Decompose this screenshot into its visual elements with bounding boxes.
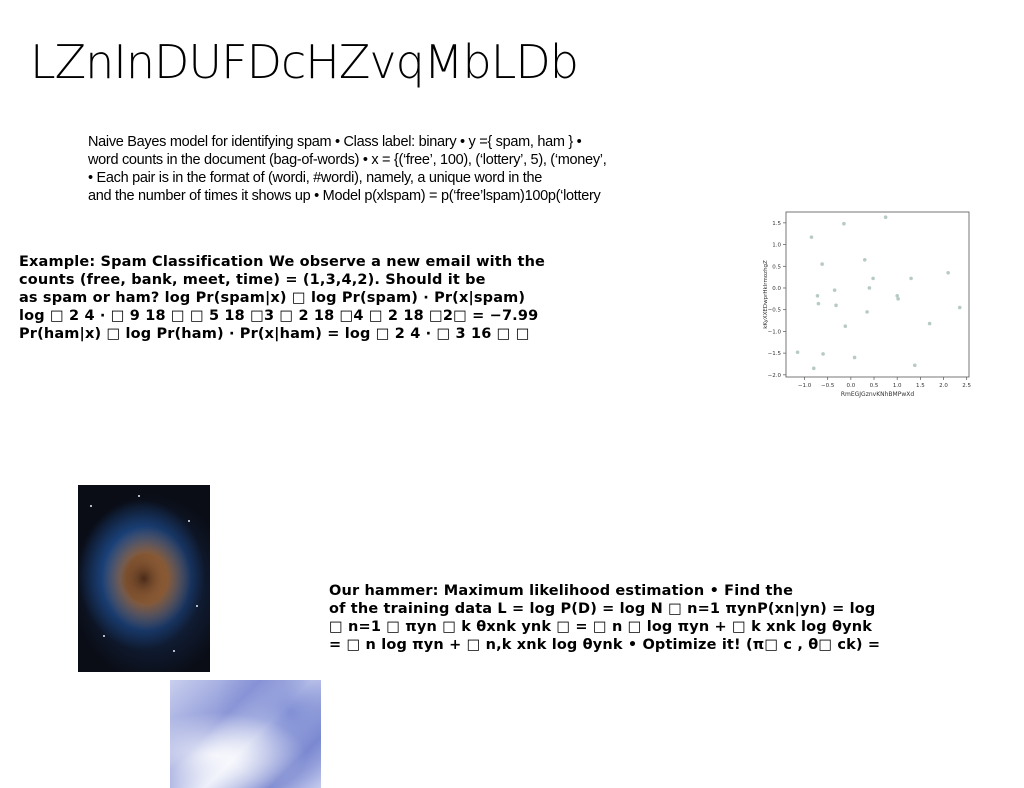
scatter-point (867, 286, 872, 290)
spam-example-text: Example: Spam Classification We observe … (19, 253, 599, 343)
y-tick-label: 0.0 (772, 286, 781, 292)
scatter-point (795, 350, 800, 355)
scatter-point (895, 294, 899, 298)
scatter-point (871, 276, 875, 281)
x-tick-label: −1.0 (798, 383, 812, 389)
scatter-point (883, 215, 888, 220)
scatter-point (852, 355, 857, 360)
text-line: of the training data L = log P(D) = log … (329, 601, 876, 617)
x-axis-label: RmEGJGznvKNhBMPwXd (841, 391, 915, 398)
plot-frame (785, 211, 970, 378)
text-line: = □ n log πyn + □ n,k xnk log θynk • Opt… (329, 637, 881, 653)
mle-text: Our hammer: Maximum likelihood estimatio… (329, 582, 929, 654)
text-line: • Each pair is in the format of (wordi, … (88, 170, 542, 186)
x-tick-label: −0.5 (821, 383, 835, 389)
text-line: and the number of times it shows up • Mo… (88, 188, 601, 204)
scatter-point (862, 257, 867, 262)
x-tick-label: 1.5 (916, 383, 925, 389)
y-tick-label: −0.5 (768, 308, 782, 314)
x-tick-label: 1.0 (893, 383, 902, 389)
abstract-image (170, 680, 321, 788)
x-tick-label: 2.0 (939, 383, 948, 389)
scatter-point (832, 288, 837, 292)
y-tick-label: −1.5 (768, 351, 782, 357)
y-tick-label: −2.0 (768, 373, 782, 379)
scatter-point (912, 363, 917, 368)
scatter-point (909, 276, 913, 281)
scatter-point (896, 297, 900, 301)
text-line: as spam or ham? log Pr(spam|x) □ log Pr(… (19, 290, 526, 306)
x-tick-label: 0.0 (846, 383, 855, 389)
text-line: word counts in the document (bag-of-word… (88, 152, 607, 168)
scatter-point (811, 366, 816, 371)
scatter-point (843, 324, 848, 328)
scatter-point (946, 270, 950, 275)
scatter-chart: −1.0 −0.5 0.0 0.5 1.0 1.5 2.0 2.5 1.5 1.0 0.5 0.0 −0… (763, 211, 972, 398)
scatter-point (834, 303, 838, 308)
page-title: LZnInDUFDcHZvqMbLDb (30, 35, 579, 89)
text-line: counts (free, bank, meet, time) = (1,3,4… (19, 272, 486, 288)
scatter-point (842, 221, 846, 226)
text-line: Example: Spam Classification We observe … (19, 254, 546, 270)
text-line: log □ 2 4 · □ 9 18 □ □ 5 18 □3 □ 2 18 □4… (19, 308, 539, 324)
scatter-point (927, 321, 932, 326)
x-tick-label: 0.5 (870, 383, 879, 389)
y-tick-label: 1.5 (772, 221, 781, 227)
y-axis-label: kKyXXEDwprHkIrmozhgZ (763, 260, 769, 329)
y-tick-label: 0.5 (772, 264, 781, 270)
scatter-point (815, 294, 820, 298)
scatter-point (865, 310, 869, 314)
y-tick-label: −1.0 (768, 329, 782, 335)
scatter-point (809, 235, 814, 239)
scatter-point (821, 352, 825, 356)
nebula-image (78, 485, 210, 672)
scatter-point (820, 262, 824, 266)
text-line: Our hammer: Maximum likelihood estimatio… (329, 583, 794, 599)
scatter-point (957, 305, 962, 310)
y-tick-label: 1.0 (772, 243, 781, 249)
x-tick-label: 2.5 (962, 383, 971, 389)
scatter-point (816, 301, 821, 306)
text-line: Pr(ham|x) □ log Pr(ham) · Pr(x|ham) = lo… (19, 326, 530, 342)
text-line: Naive Bayes model for identifying spam •… (88, 134, 582, 150)
naive-bayes-text: Naive Bayes model for identifying spam •… (88, 133, 698, 205)
text-line: □ n=1 □ πyn □ k θxnk ynk □ = □ n □ log π… (329, 619, 872, 635)
